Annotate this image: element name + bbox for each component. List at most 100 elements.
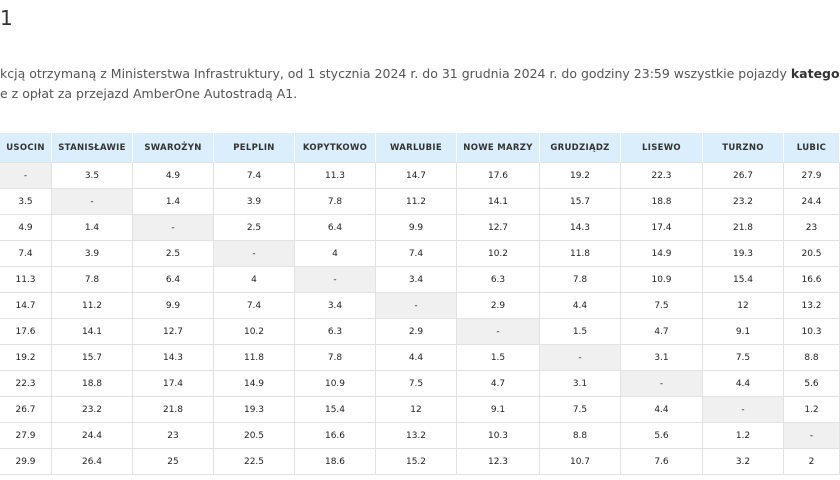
table-cell: 10.7: [540, 449, 621, 475]
table-cell: -: [703, 397, 784, 423]
table-cell: 7.5: [703, 345, 784, 371]
table-cell: 23.2: [703, 189, 784, 215]
table-cell: 26.7: [0, 397, 52, 423]
table-cell: 1.4: [133, 189, 214, 215]
table-cell: 16.6: [784, 267, 840, 293]
column-header: TURZNO: [703, 133, 784, 163]
table-cell: 14.1: [52, 319, 133, 345]
column-header: NOWE MARZY: [457, 133, 540, 163]
table-cell: 11.2: [52, 293, 133, 319]
table-cell: 29.9: [0, 449, 52, 475]
intro-line: e z opłat za przejazd AmberOne Autostrad…: [0, 86, 297, 101]
table-cell: 6.4: [295, 215, 376, 241]
table-cell: 15.7: [540, 189, 621, 215]
table-cell: 15.2: [376, 449, 457, 475]
table-cell: 26.4: [52, 449, 133, 475]
table-cell: 11.3: [0, 267, 52, 293]
table-cell: 21.8: [703, 215, 784, 241]
table-cell: 12.3: [457, 449, 540, 475]
intro-line: kcją otrzymaną z Ministerstwa Infrastruk…: [0, 66, 840, 81]
table-cell: 14.7: [0, 293, 52, 319]
table-cell: 15.7: [52, 345, 133, 371]
table-cell: 18.8: [621, 189, 703, 215]
table-cell: 19.2: [0, 345, 52, 371]
table-cell: -: [457, 319, 540, 345]
table-cell: 11.3: [295, 163, 376, 189]
table-cell: 3.5: [0, 189, 52, 215]
table-cell: 17.6: [0, 319, 52, 345]
table-cell: 7.4: [214, 293, 295, 319]
table-cell: 18.8: [52, 371, 133, 397]
table-cell: 25: [133, 449, 214, 475]
table-cell: -: [133, 215, 214, 241]
table-cell: 2.9: [376, 319, 457, 345]
table-cell: 15.4: [295, 397, 376, 423]
table-cell: 14.9: [621, 241, 703, 267]
table-cell: -: [0, 163, 52, 189]
intro-text: kcją otrzymaną z Ministerstwa Infrastruk…: [0, 66, 791, 81]
table-cell: 3.1: [621, 345, 703, 371]
table-cell: 12: [376, 397, 457, 423]
table-cell: 1.5: [540, 319, 621, 345]
table-cell: 11.8: [214, 345, 295, 371]
column-header: USOCIN: [0, 133, 52, 163]
table-cell: 4.4: [703, 371, 784, 397]
table-cell: 8.8: [540, 423, 621, 449]
table-cell: 11.8: [540, 241, 621, 267]
column-header: GRUDZIĄDZ: [540, 133, 621, 163]
table-cell: 3.4: [295, 293, 376, 319]
table-cell: -: [621, 371, 703, 397]
table-cell: 23: [784, 215, 840, 241]
table-cell: 23.2: [52, 397, 133, 423]
table-cell: 22.3: [621, 163, 703, 189]
table-cell: 4: [214, 267, 295, 293]
table-cell: -: [540, 345, 621, 371]
table-cell: 1.2: [703, 423, 784, 449]
table-cell: 17.4: [621, 215, 703, 241]
table-cell: 14.1: [457, 189, 540, 215]
table-cell: 24.4: [52, 423, 133, 449]
table-cell: 7.8: [295, 345, 376, 371]
table-cell: -: [214, 241, 295, 267]
table-cell: 7.8: [540, 267, 621, 293]
table-cell: 12.7: [457, 215, 540, 241]
table-cell: 20.5: [784, 241, 840, 267]
table-cell: 5.6: [621, 423, 703, 449]
intro-text: katego: [790, 66, 840, 81]
column-header: LUBIC: [784, 133, 840, 163]
table-cell: 9.9: [133, 293, 214, 319]
table-cell: 7.4: [214, 163, 295, 189]
title: 1: [0, 6, 13, 30]
table-cell: 22.3: [0, 371, 52, 397]
table-cell: 17.4: [133, 371, 214, 397]
table-cell: 10.3: [784, 319, 840, 345]
table-cell: 6.4: [133, 267, 214, 293]
table-cell: 5.6: [784, 371, 840, 397]
table-cell: 10.2: [214, 319, 295, 345]
table-cell: 21.8: [133, 397, 214, 423]
table-cell: 4.7: [457, 371, 540, 397]
table-cell: 3.1: [540, 371, 621, 397]
table-cell: 20.5: [214, 423, 295, 449]
table-cell: 14.3: [540, 215, 621, 241]
table-cell: 11.2: [376, 189, 457, 215]
table-cell: 19.3: [703, 241, 784, 267]
column-header: SWAROŻYN: [133, 133, 214, 163]
table-cell: 4.9: [0, 215, 52, 241]
table-cell: 13.2: [376, 423, 457, 449]
table-cell: 13.2: [784, 293, 840, 319]
table-cell: 9.1: [457, 397, 540, 423]
table-cell: 1.2: [784, 397, 840, 423]
table-cell: 2.9: [457, 293, 540, 319]
table-cell: 12: [703, 293, 784, 319]
table-cell: 3.4: [376, 267, 457, 293]
table-cell: 4.4: [540, 293, 621, 319]
table-cell: 19.3: [214, 397, 295, 423]
table-cell: 24.4: [784, 189, 840, 215]
column-header: PELPLIN: [214, 133, 295, 163]
table-cell: 8.8: [784, 345, 840, 371]
table-cell: 1.4: [52, 215, 133, 241]
table-cell: 4: [295, 241, 376, 267]
table-cell: 6.3: [295, 319, 376, 345]
